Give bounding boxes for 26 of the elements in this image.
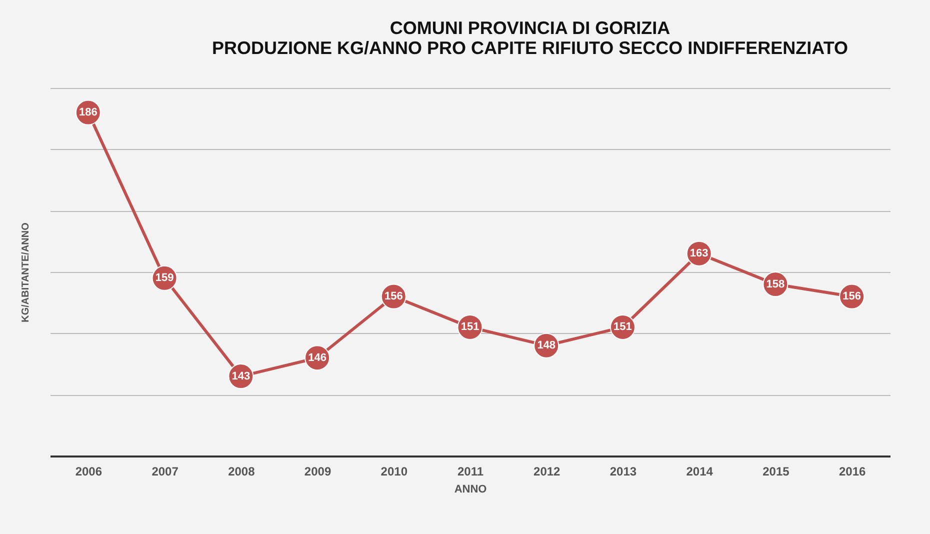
text: COMUNI PROVINCIA DI GORIZIA (390, 18, 670, 38)
data-label: 148 (537, 340, 556, 352)
data-label: 158 (766, 278, 785, 290)
x-tick-label: 2014 (686, 464, 714, 478)
data-label: 146 (308, 352, 326, 364)
x-axis-title: ANNO (454, 484, 488, 496)
x-tick-label: 2011 (457, 464, 484, 478)
data-label: 163 (690, 248, 708, 260)
data-label: 143 (232, 370, 250, 382)
data-label: 186 (79, 106, 98, 119)
x-tick-label: 2008 (228, 464, 256, 478)
y-axis-title: KG/ABITANTE/ANNO (20, 222, 32, 322)
data-label: 156 (384, 290, 403, 303)
x-tick-label: 2013 (610, 464, 637, 478)
x-tick-label: 2016 (838, 464, 866, 478)
data-label: 151 (460, 321, 480, 334)
x-tick-label: 2010 (380, 464, 408, 478)
x-tick-label: 2009 (304, 464, 332, 478)
text: PRODUZIONE KG/ANNO PRO CAPITE RIFIUTO SECCO INDIFFERENZIATO (212, 38, 848, 58)
x-tick-label: 2007 (152, 464, 179, 478)
data-label: 156 (842, 290, 861, 303)
x-tick-label: 2015 (762, 464, 790, 478)
data-label: 151 (614, 321, 632, 334)
data-label: 159 (155, 272, 174, 284)
x-tick-label: 2012 (534, 464, 561, 478)
x-tick-label: 2006 (75, 464, 102, 478)
